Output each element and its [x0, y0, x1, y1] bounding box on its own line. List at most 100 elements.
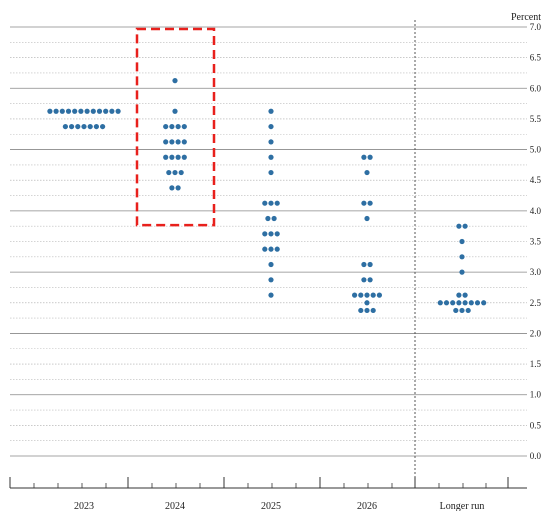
participant-dot — [474, 300, 481, 306]
y-axis-unit-label: Percent — [511, 12, 541, 23]
y-tick-label: 0.0 — [530, 451, 542, 461]
participant-dot — [268, 139, 274, 145]
participant-dot — [81, 123, 87, 130]
participant-dot — [268, 292, 274, 298]
participant-dot — [376, 292, 382, 298]
participant-dot — [268, 169, 274, 176]
participant-dot — [274, 246, 280, 252]
participant-dot — [115, 108, 121, 114]
participant-dot — [268, 108, 274, 114]
y-tick-label: 4.0 — [530, 206, 542, 216]
participant-dot — [462, 292, 468, 298]
x-axis-category-labels: 2023 2024 2025 2026 Longer run — [74, 501, 484, 511]
participant-dot — [93, 123, 99, 130]
y-tick-label: 1.0 — [530, 390, 542, 400]
participant-dot — [367, 261, 373, 268]
participant-dot — [103, 108, 109, 114]
x-category-label: 2025 — [261, 501, 281, 511]
y-tick-label: 6.5 — [530, 53, 542, 63]
participant-dot — [274, 200, 280, 206]
x-category-label: Longer run — [440, 501, 485, 511]
y-axis-tick-labels: 0.0 0.5 1.0 1.5 2.0 2.5 3.0 3.5 4.0 4.5 5.0 5.5 6.0 6… — [530, 22, 542, 461]
participant-dot — [465, 307, 471, 314]
participant-dot — [268, 261, 274, 268]
participant-dot — [453, 307, 459, 314]
participant-dot — [459, 269, 465, 275]
participant-dot — [364, 300, 370, 306]
participant-dot — [59, 108, 65, 114]
participant-dot — [358, 292, 364, 298]
participant-dot — [443, 300, 450, 306]
x-category-label: 2024 — [165, 501, 185, 511]
participant-dot — [172, 78, 178, 84]
participant-dot — [361, 261, 367, 268]
participant-dot — [352, 292, 358, 298]
participant-dot — [47, 108, 53, 114]
participant-dot — [172, 108, 178, 114]
participant-dot — [78, 108, 84, 114]
y-tick-label: 6.0 — [530, 83, 542, 93]
participant-dot — [181, 139, 187, 145]
participant-dot — [163, 139, 169, 145]
participant-dot — [271, 215, 277, 222]
participant-dot — [181, 154, 187, 160]
participant-dot — [462, 223, 468, 229]
participant-dot — [367, 200, 373, 206]
y-tick-label: 1.5 — [530, 359, 542, 369]
participant-dot — [364, 169, 370, 176]
participant-dot — [268, 246, 274, 252]
participant-dot — [172, 169, 178, 176]
participant-dot — [370, 292, 376, 298]
participant-dot — [361, 277, 367, 283]
y-tick-label: 2.0 — [530, 328, 542, 338]
participant-dot — [72, 108, 78, 114]
participant-dot — [175, 139, 181, 145]
participant-dot — [459, 307, 465, 314]
participant-dot — [481, 300, 487, 306]
participant-dot — [370, 307, 376, 314]
participant-dot — [459, 238, 465, 245]
participant-dot — [367, 277, 373, 283]
participant-dot — [462, 300, 468, 306]
y-tick-label: 3.0 — [530, 267, 542, 277]
participant-dot — [75, 123, 81, 130]
y-tick-label: 3.5 — [530, 237, 542, 247]
x-category-label: 2026 — [357, 501, 377, 511]
participant-dot — [69, 123, 75, 130]
participant-dot — [90, 108, 96, 114]
participant-dot — [364, 215, 370, 222]
participant-dot — [358, 307, 364, 314]
participant-dot — [268, 231, 274, 237]
y-tick-label: 0.5 — [530, 420, 542, 430]
participant-dot — [163, 123, 169, 130]
participant-dot — [65, 108, 72, 114]
participant-dot — [268, 200, 274, 206]
participant-dot — [169, 185, 175, 191]
y-tick-label: 2.5 — [530, 298, 542, 308]
participant-dot — [96, 108, 103, 114]
participant-dot — [181, 123, 187, 130]
participant-dot — [84, 108, 90, 114]
participant-dot — [456, 300, 462, 306]
y-tick-label: 5.5 — [530, 114, 542, 124]
participant-dot — [268, 123, 274, 130]
participant-dot — [265, 215, 271, 222]
participant-dot — [364, 292, 370, 298]
participant-dot — [456, 292, 462, 298]
participant-dot — [450, 300, 456, 306]
participant-dot — [262, 200, 268, 206]
participant-dot — [361, 154, 367, 160]
participant-dot — [175, 154, 181, 160]
participant-dot — [169, 123, 175, 130]
y-tick-label: 4.5 — [530, 175, 542, 185]
participant-dot — [262, 246, 268, 252]
participant-dot — [468, 300, 474, 306]
participant-dot — [268, 154, 274, 160]
y-tick-label: 7.0 — [530, 22, 542, 32]
x-axis — [9, 477, 527, 489]
participant-dot — [53, 108, 59, 114]
participant-dot — [178, 169, 184, 176]
participant-dot — [456, 223, 462, 229]
participant-dot — [175, 123, 181, 130]
